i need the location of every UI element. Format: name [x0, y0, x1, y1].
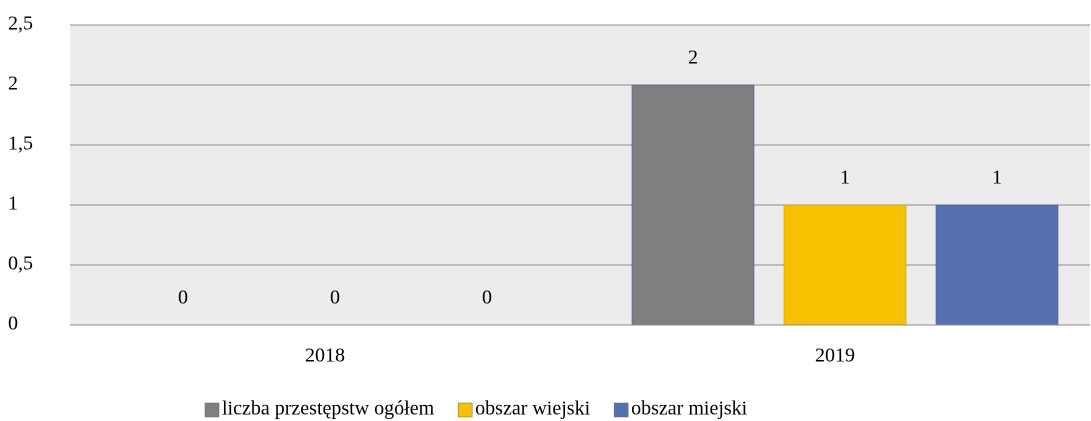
y-tick-label: 2 [8, 73, 18, 95]
plot-area [70, 25, 1090, 325]
bar [783, 204, 907, 326]
bar [631, 84, 755, 326]
data-label: 0 [178, 287, 188, 309]
legend-swatch [613, 402, 629, 418]
legend-label: liczba przestępstw ogółem [222, 398, 435, 420]
bar [935, 204, 1059, 326]
data-label: 1 [992, 167, 1002, 189]
legend-swatch [204, 402, 220, 418]
legend-label: obszar miejski [631, 398, 748, 420]
y-tick-label: 0 [8, 313, 18, 335]
y-tick-label: 0,5 [8, 253, 33, 275]
x-tick-label: 2018 [305, 345, 345, 367]
legend-label: obszar wiejski [475, 398, 590, 420]
x-tick-label: 2019 [815, 345, 855, 367]
y-tick-label: 1,5 [8, 133, 33, 155]
data-label: 1 [840, 167, 850, 189]
y-tick-label: 2,5 [8, 13, 33, 35]
y-tick-label: 1 [8, 193, 18, 215]
legend-swatch [457, 402, 473, 418]
data-label: 0 [330, 287, 340, 309]
data-label: 0 [482, 287, 492, 309]
data-label: 2 [688, 47, 698, 69]
